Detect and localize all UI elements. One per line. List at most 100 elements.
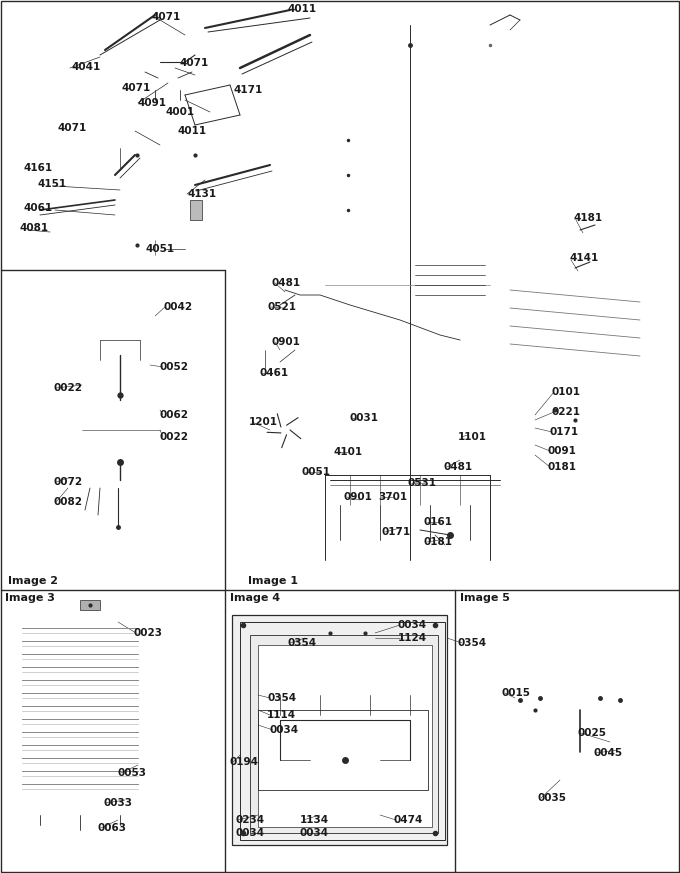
Circle shape [135,771,141,775]
Polygon shape [171,63,195,81]
Bar [250,635,438,833]
Circle shape [135,692,141,698]
Polygon shape [80,320,113,339]
Text: 0181: 0181 [424,537,453,547]
Circle shape [103,310,123,330]
Polygon shape [234,740,258,760]
Polygon shape [77,400,165,465]
Text: 0171: 0171 [382,527,411,537]
Text: 0101: 0101 [552,387,581,397]
Circle shape [115,370,125,380]
Text: 0023: 0023 [133,628,162,638]
Text: 0354: 0354 [267,693,296,703]
Text: 0521: 0521 [268,302,297,312]
Circle shape [135,628,141,633]
Circle shape [192,55,198,61]
Circle shape [20,732,24,737]
Polygon shape [195,35,218,53]
Text: 0461: 0461 [260,368,289,378]
Text: 0031: 0031 [349,413,378,423]
Circle shape [276,301,290,315]
Circle shape [535,715,625,805]
Text: 4011: 4011 [177,126,206,136]
Text: 4051: 4051 [145,244,174,254]
Circle shape [435,532,445,542]
Text: 0234: 0234 [235,815,264,825]
Circle shape [20,679,24,684]
Polygon shape [8,215,110,255]
Polygon shape [140,620,148,800]
Bar [258,710,428,790]
Circle shape [20,718,24,724]
Text: 0034: 0034 [235,828,264,838]
Polygon shape [258,362,288,382]
Text: 0531: 0531 [408,478,437,488]
Circle shape [135,732,141,737]
Bar [80,600,100,610]
Circle shape [20,641,24,645]
Circle shape [579,229,587,237]
Text: 4071: 4071 [58,123,87,133]
Text: Image 2: Image 2 [8,576,58,586]
Polygon shape [325,25,490,560]
Text: 0015: 0015 [502,688,531,698]
Polygon shape [62,468,182,488]
Text: 0194: 0194 [230,757,259,767]
Polygon shape [515,700,558,718]
Text: 0082: 0082 [53,497,82,507]
Circle shape [135,641,141,645]
Text: 0034: 0034 [398,620,427,630]
Polygon shape [95,287,113,320]
Circle shape [572,752,588,768]
Text: 0481: 0481 [272,278,301,288]
Polygon shape [172,34,190,58]
Polygon shape [12,620,148,800]
Circle shape [20,705,24,711]
Text: 0481: 0481 [444,462,473,472]
Text: 4061: 4061 [24,203,53,213]
Text: 4081: 4081 [20,223,49,233]
Text: Image 3: Image 3 [5,593,55,603]
Text: 0052: 0052 [160,362,189,372]
Circle shape [20,654,24,658]
Text: 3701: 3701 [378,492,407,502]
Circle shape [20,758,24,762]
Circle shape [20,783,24,788]
Bar [190,200,202,220]
Bar [240,622,445,840]
Polygon shape [113,320,132,353]
Polygon shape [500,685,650,755]
Text: 0161: 0161 [424,517,453,527]
Bar [232,615,447,845]
Text: 1124: 1124 [398,633,427,643]
Text: 0034: 0034 [300,828,329,838]
Circle shape [20,666,24,671]
Text: 1134: 1134 [300,815,329,825]
Text: 0042: 0042 [163,302,192,312]
Text: Image 5: Image 5 [460,593,510,603]
Text: 4071: 4071 [122,83,151,93]
Circle shape [135,679,141,684]
Polygon shape [530,400,595,435]
Polygon shape [410,255,490,310]
Text: 0063: 0063 [98,823,127,833]
Polygon shape [315,622,380,642]
Bar [258,645,432,827]
Circle shape [560,740,600,780]
Text: 4141: 4141 [569,253,598,263]
Text: 4001: 4001 [166,107,195,117]
Circle shape [158,73,178,93]
Circle shape [163,78,173,88]
Circle shape [135,783,141,788]
Circle shape [20,692,24,698]
Text: 4171: 4171 [233,85,262,95]
Text: 0091: 0091 [548,446,577,456]
Text: 1101: 1101 [458,432,487,442]
Circle shape [109,316,117,324]
Text: 0035: 0035 [538,793,567,803]
Polygon shape [120,240,205,255]
Circle shape [135,654,141,658]
Text: 0072: 0072 [53,477,82,487]
Text: 4131: 4131 [187,189,216,199]
Text: 4161: 4161 [24,163,53,173]
